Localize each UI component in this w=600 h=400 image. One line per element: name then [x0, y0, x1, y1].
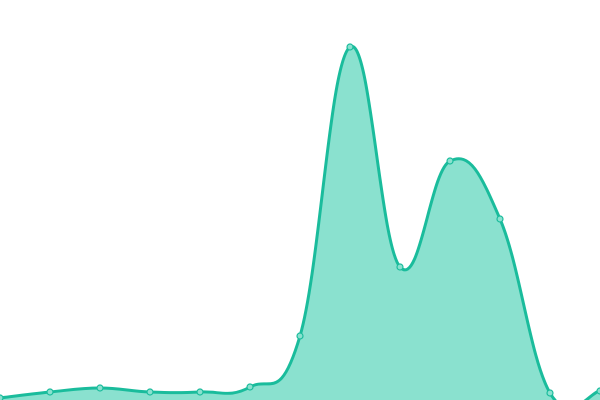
- data-point-4: [196, 388, 204, 396]
- data-point-5: [246, 383, 254, 391]
- area-fill: [0, 46, 600, 400]
- series-line: [0, 45, 600, 400]
- data-point-1: [46, 388, 54, 396]
- data-points: [0, 43, 600, 400]
- data-point-11: [546, 389, 554, 397]
- data-point-6: [296, 332, 304, 340]
- data-point-9: [446, 157, 454, 165]
- data-point-8: [396, 263, 404, 271]
- data-point-7: [346, 43, 354, 51]
- data-point-0: [0, 394, 4, 400]
- data-point-10: [496, 215, 504, 223]
- data-point-3: [146, 388, 154, 396]
- data-point-2: [96, 384, 104, 392]
- data-point-12: [596, 387, 600, 395]
